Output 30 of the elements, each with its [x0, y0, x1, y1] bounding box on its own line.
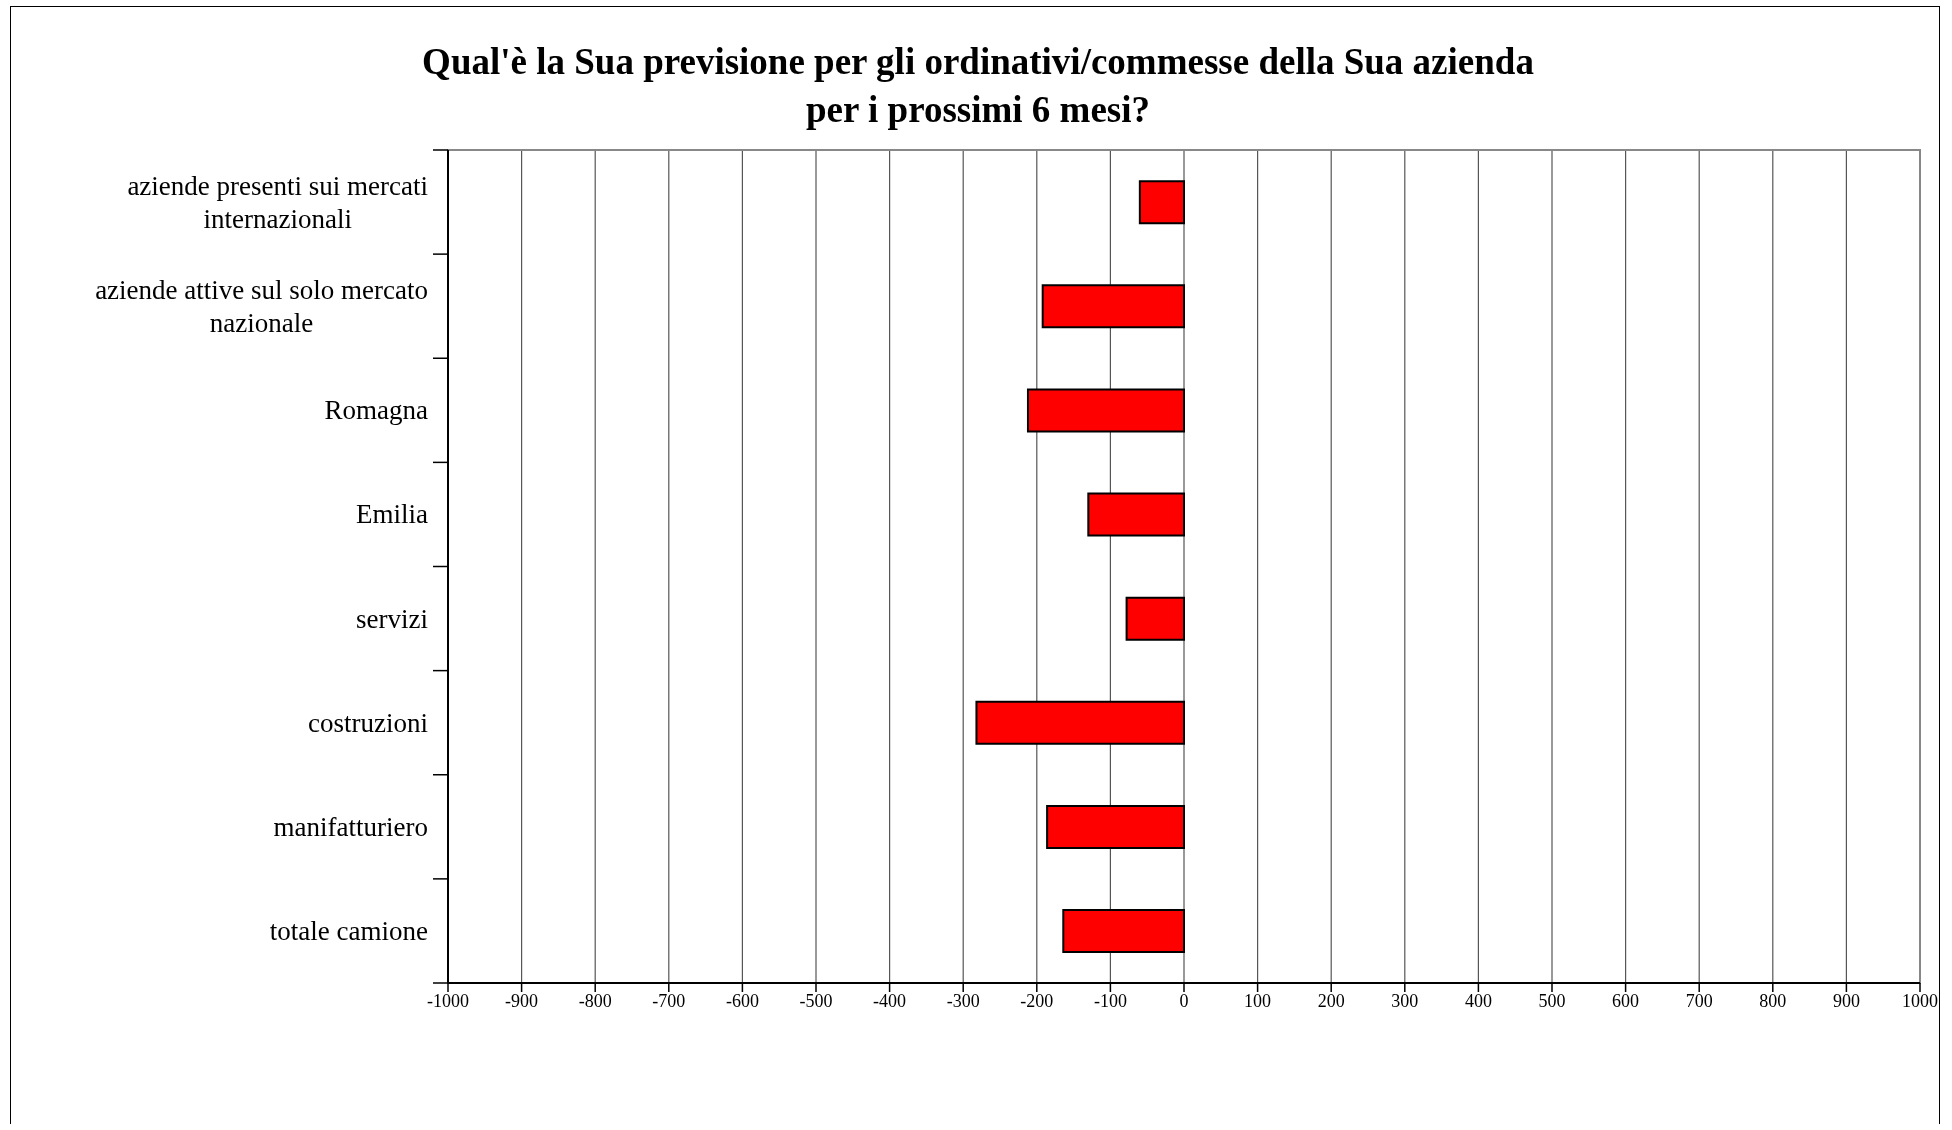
x-tick-label: -400 — [873, 990, 907, 1011]
x-tick-label: 300 — [1391, 990, 1419, 1011]
x-tick-label: 600 — [1612, 990, 1640, 1011]
x-tick-label: -200 — [1020, 990, 1054, 1011]
x-tick-label: 700 — [1685, 990, 1713, 1011]
x-tick-label: 400 — [1464, 990, 1492, 1011]
x-tick-label: 800 — [1759, 990, 1787, 1011]
x-tick-label: -800 — [578, 990, 612, 1011]
x-tick-label: -100 — [1093, 990, 1127, 1011]
x-tick-label: -700 — [652, 990, 686, 1011]
y-tick-label: totale camione — [269, 915, 429, 946]
x-tick-label: 100 — [1244, 990, 1272, 1011]
x-tick-label: -500 — [799, 990, 833, 1011]
x-tick-label: 0 — [1179, 990, 1189, 1011]
x-tick-label: -600 — [725, 990, 759, 1011]
chart-title: Qual'è la Sua previsione per gli ordinativi/commesse della Sua azienda per i prossimi 6 mesi? — [421, 40, 1535, 132]
x-tick-label: -900 — [505, 990, 539, 1011]
x-tick-label: 1000 — [1902, 990, 1938, 1011]
x-tick-label: -1000 — [427, 990, 469, 1011]
y-tick-label: aziende attive sul solo mercato nazionale — [95, 274, 428, 338]
y-tick-label: aziende presenti sui mercati internazionali — [127, 170, 429, 234]
x-tick-label: 200 — [1317, 990, 1345, 1011]
y-tick-label: servizi — [356, 603, 429, 634]
y-tick-label: Romagna — [324, 395, 429, 426]
y-tick-label: Emilia — [356, 499, 429, 530]
y-tick-label: manifatturiero — [273, 811, 428, 842]
x-tick-label: 500 — [1538, 990, 1566, 1011]
x-tick-label: 900 — [1832, 990, 1860, 1011]
x-tick-label: -300 — [946, 990, 980, 1011]
y-tick-label: costruzioni — [308, 707, 429, 738]
